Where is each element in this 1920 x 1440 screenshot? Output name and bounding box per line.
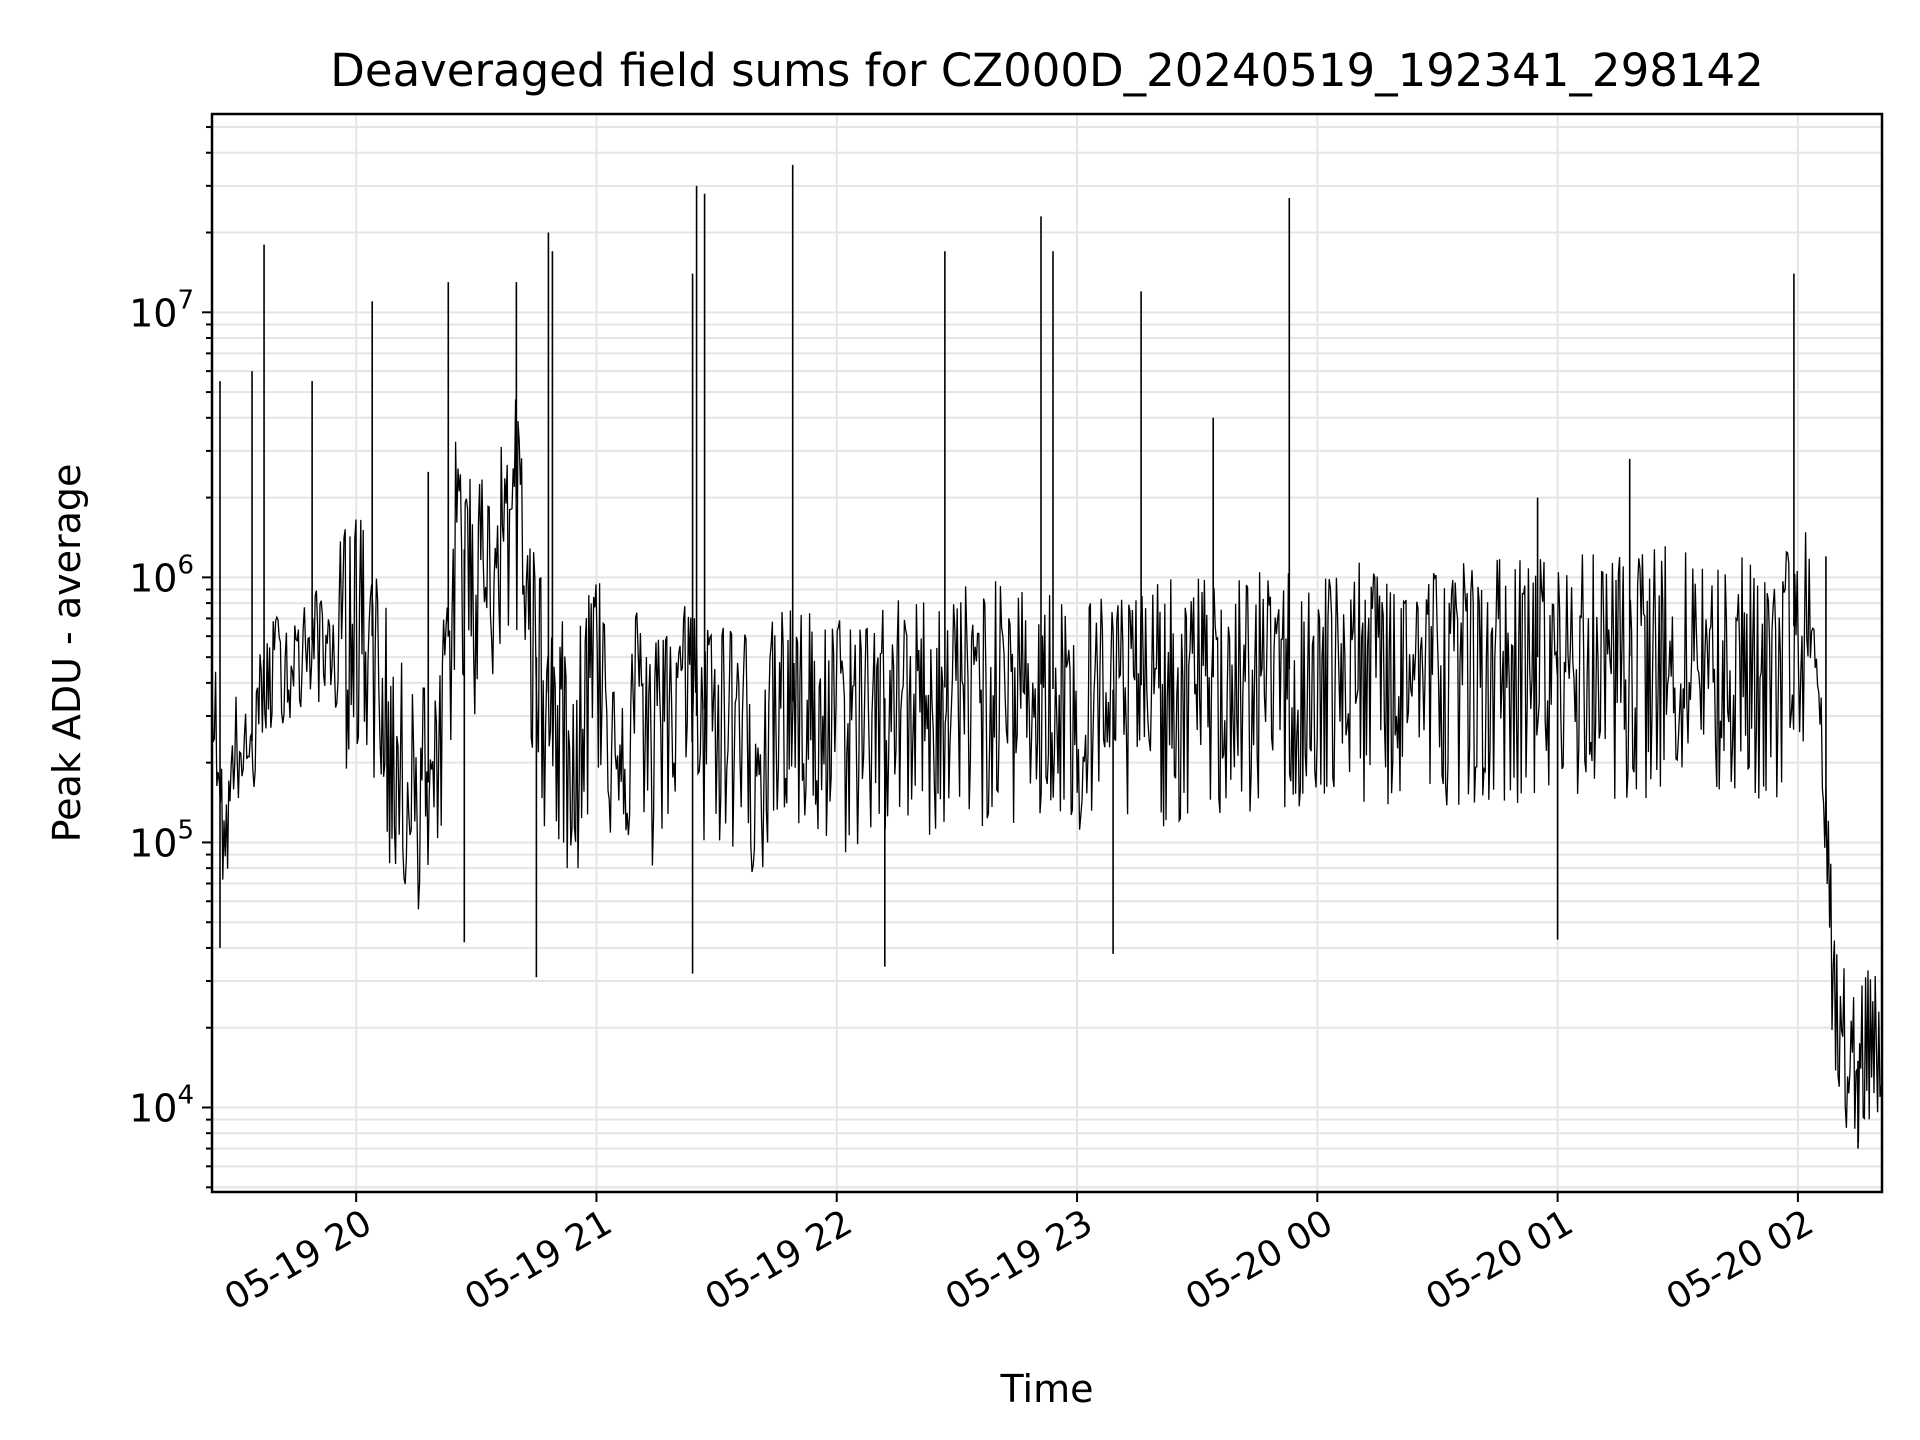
plot-frame [210, 112, 1884, 1194]
chart-title: Deaveraged field sums for CZ000D_2024051… [330, 44, 1763, 97]
data-series [211, 164, 1882, 1149]
data-line [211, 399, 1882, 1143]
y-tick-label: 105 [129, 815, 194, 865]
y-axis-label: Peak ADU - average [45, 464, 89, 843]
x-axis-label: Time [1000, 1367, 1094, 1411]
y-tick-label: 107 [129, 285, 194, 335]
y-tick-label: 106 [129, 550, 194, 600]
y-tick-label: 104 [129, 1081, 194, 1131]
